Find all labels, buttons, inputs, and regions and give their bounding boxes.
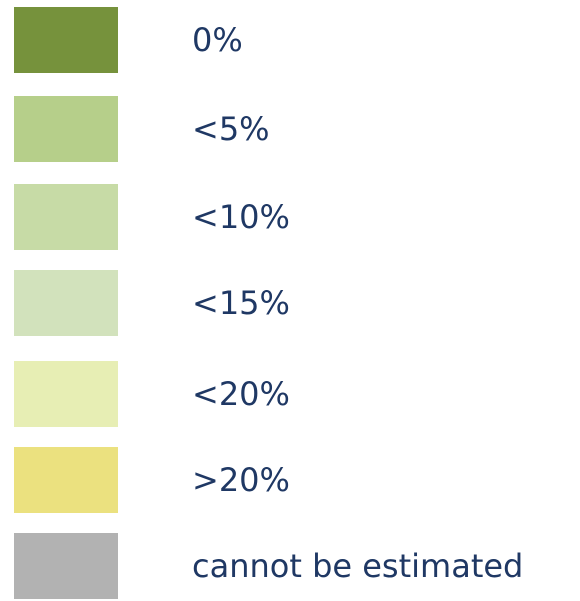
legend-label: <5% [192,110,270,148]
legend-item-over-20-percent: >20% [0,447,580,515]
legend-label: <10% [192,198,290,236]
legend-item-under-20-percent: <20% [0,361,580,429]
legend-label: <20% [192,375,290,413]
legend-swatch [14,184,118,250]
legend-label: 0% [192,21,243,59]
legend-item-cannot-be-estimated: cannot be estimated [0,533,580,601]
legend-swatch [14,270,118,336]
legend-item-under-10-percent: <10% [0,184,580,252]
legend-item-under-15-percent: <15% [0,270,580,338]
legend-item-0-percent: 0% [0,7,580,75]
legend-item-under-5-percent: <5% [0,96,580,164]
legend-swatch [14,96,118,162]
legend-swatch [14,7,118,73]
legend-swatch [14,533,118,599]
legend-label: <15% [192,284,290,322]
legend-swatch [14,361,118,427]
legend-label: >20% [192,461,290,499]
legend-label: cannot be estimated [192,547,524,585]
legend-swatch [14,447,118,513]
